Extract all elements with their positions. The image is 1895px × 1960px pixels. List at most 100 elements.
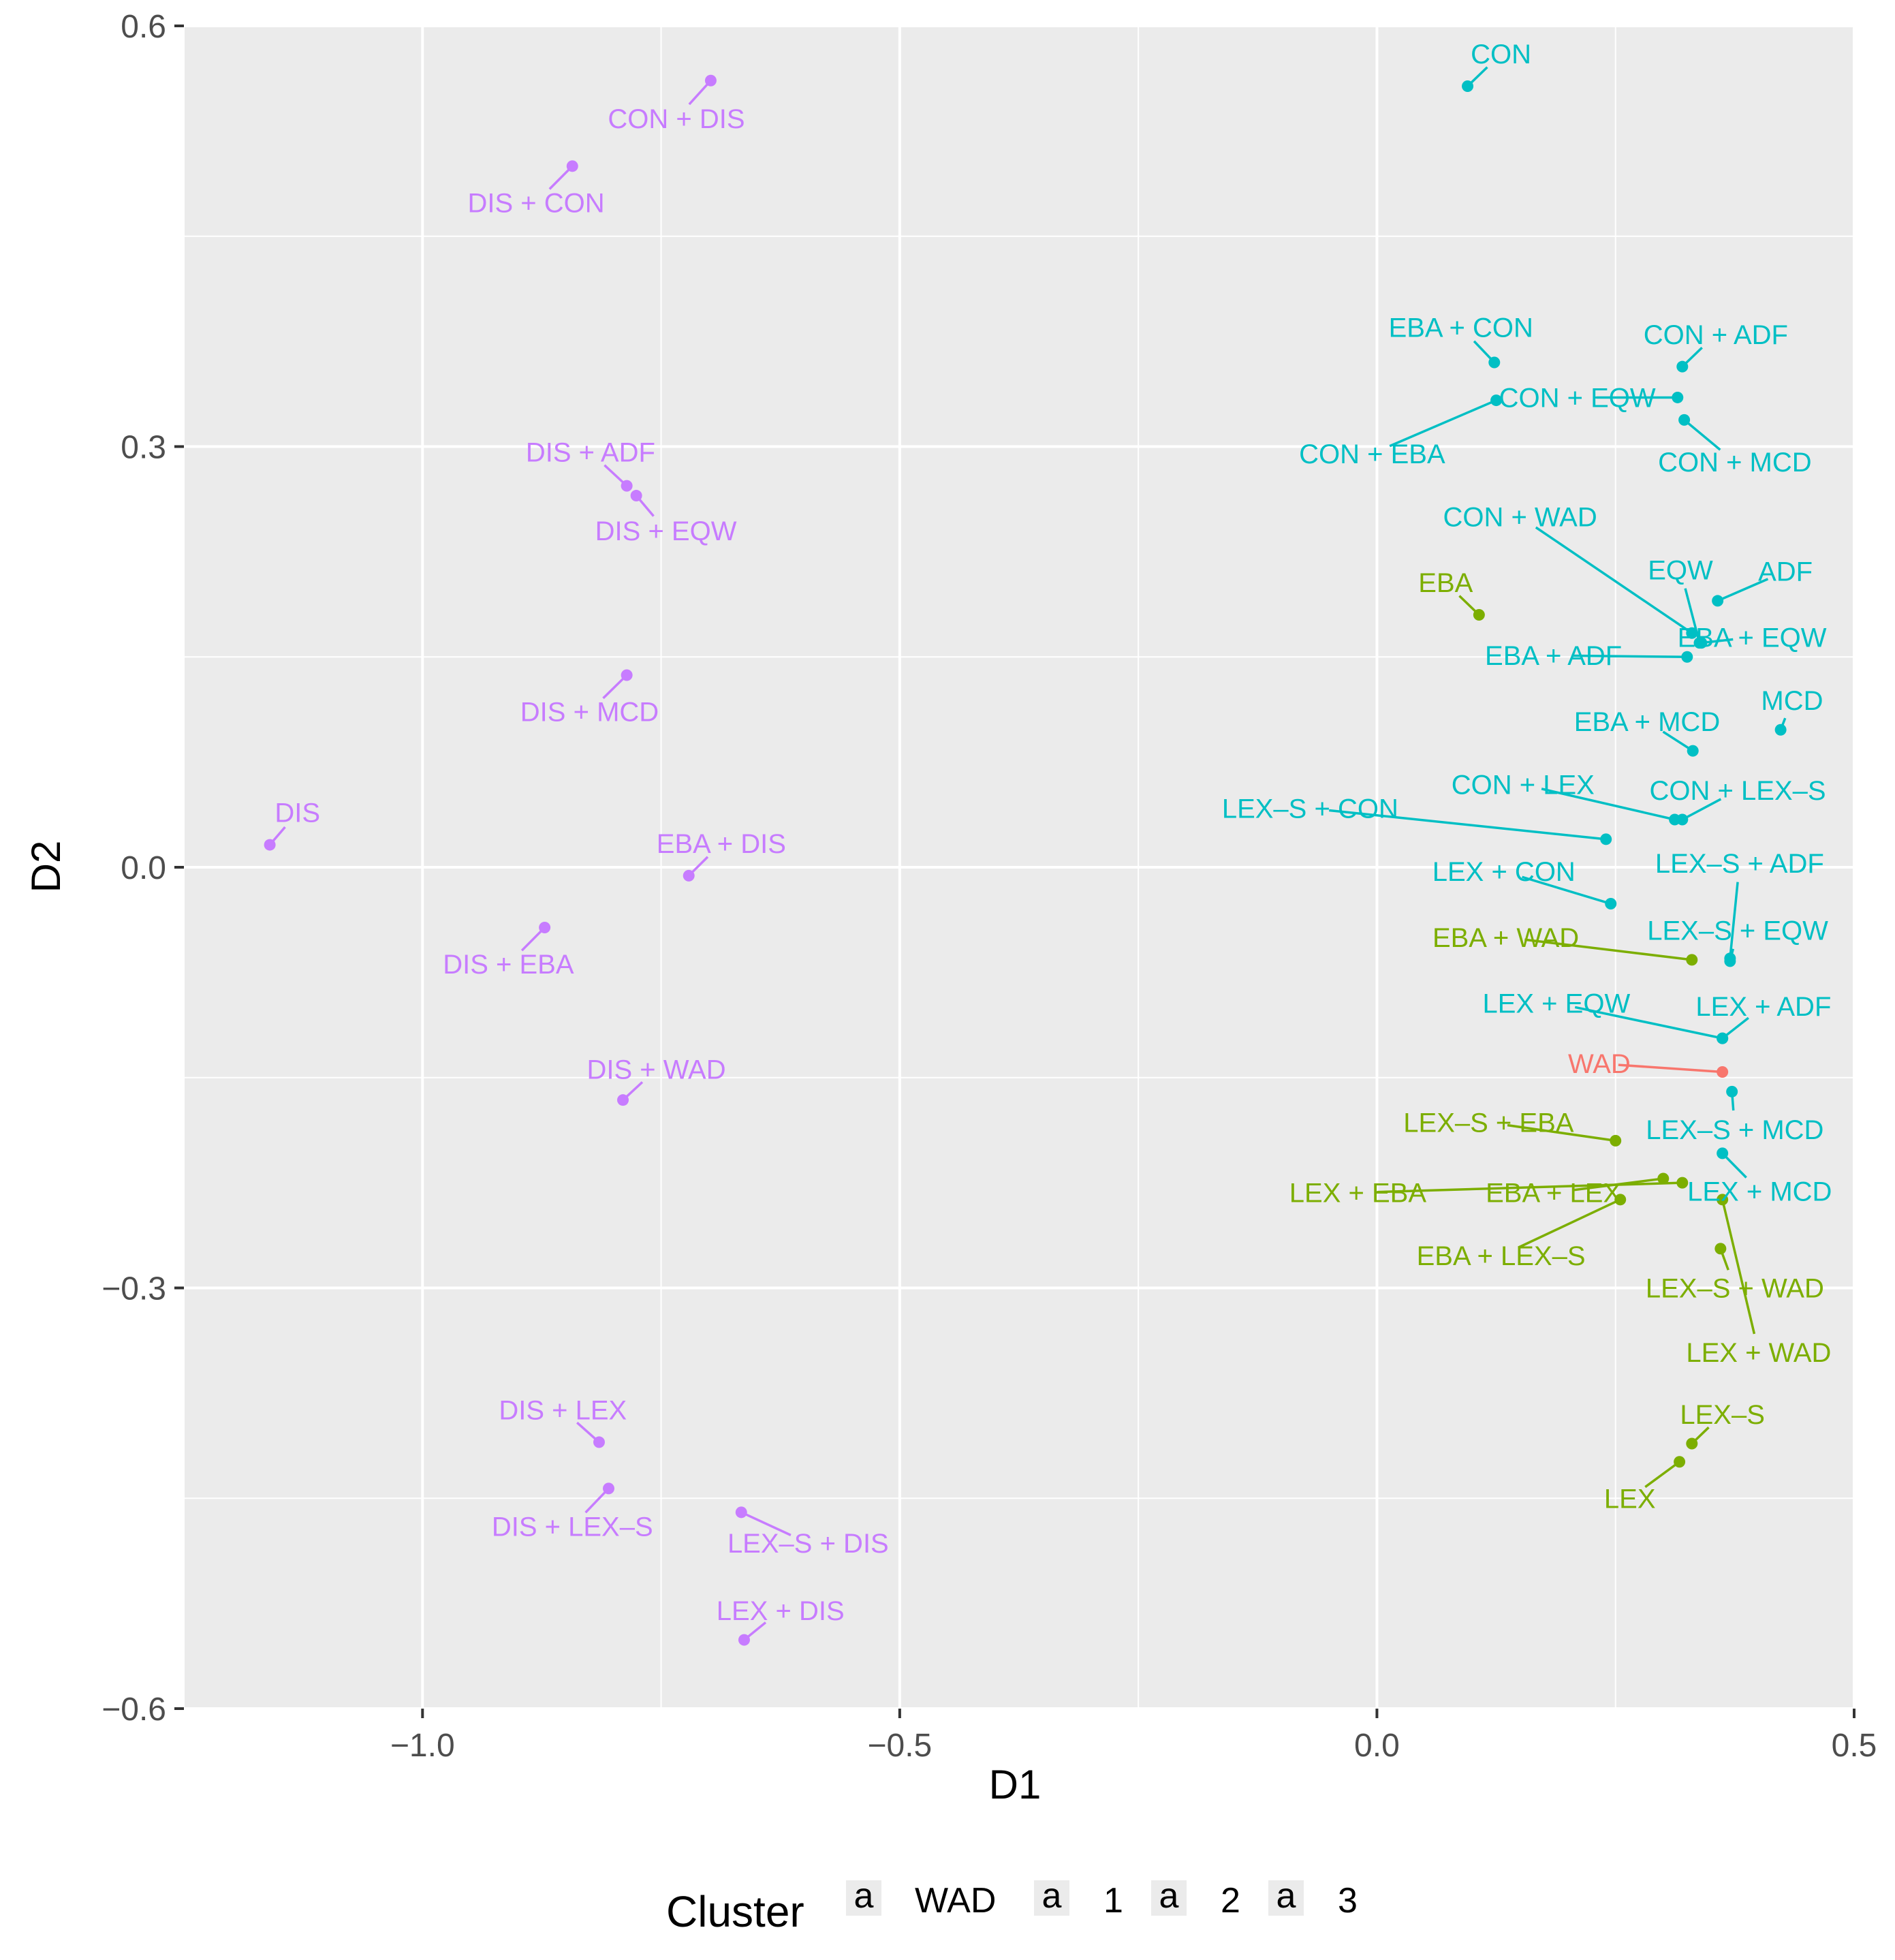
- leader-line: [1729, 882, 1739, 959]
- point-label: LEX + EQW: [1482, 989, 1630, 1019]
- leader-line: [1329, 809, 1606, 841]
- data-point: [1614, 1194, 1627, 1206]
- data-point: [1490, 394, 1503, 407]
- data-point: [1717, 1194, 1729, 1206]
- point-label: LEX–S + EBA: [1403, 1108, 1573, 1138]
- leader-line: [740, 1511, 792, 1536]
- point-label: EBA + WAD: [1432, 923, 1579, 953]
- point-label: CON + MCD: [1658, 448, 1812, 478]
- point-label: CON + LEX: [1452, 771, 1595, 800]
- point-label: MCD: [1761, 686, 1823, 716]
- point-label: DIS + MCD: [520, 698, 659, 728]
- point-label: DIS + ADF: [526, 438, 655, 468]
- legend-key-glyph: a: [1042, 1876, 1062, 1916]
- point-label: EBA + CON: [1389, 313, 1533, 343]
- leader-line: [1618, 1063, 1723, 1074]
- leader-line: [1574, 1006, 1723, 1040]
- data-point: [566, 160, 578, 172]
- data-point: [1687, 745, 1699, 757]
- data-point: [617, 1094, 629, 1106]
- data-point: [735, 1506, 747, 1519]
- data-point: [683, 869, 695, 882]
- legend-key: [1034, 1880, 1069, 1916]
- data-point: [1714, 1243, 1727, 1255]
- point-label: CON + ADF: [1644, 320, 1788, 350]
- data-point: [1717, 1066, 1729, 1078]
- y-tick-label: 0.0: [121, 850, 166, 886]
- point-label: EBA + EQW: [1678, 623, 1827, 653]
- legend-key-glyph: a: [1277, 1876, 1296, 1916]
- data-point: [264, 839, 276, 851]
- legend-key: [1151, 1880, 1187, 1916]
- point-label: LEX + MCD: [1687, 1177, 1832, 1207]
- point-label: DIS + EQW: [595, 516, 737, 546]
- leader-line: [1572, 654, 1687, 658]
- data-point: [1681, 651, 1693, 663]
- data-point: [1774, 724, 1787, 736]
- y-tick-label: 0.3: [121, 430, 166, 466]
- data-point: [1676, 813, 1689, 826]
- data-point: [1672, 391, 1684, 403]
- major-gridlines: [184, 25, 1855, 1710]
- leader-line: [1518, 1198, 1621, 1249]
- legend-label: 3: [1338, 1881, 1358, 1920]
- data-point: [1686, 627, 1698, 639]
- data-point: [621, 669, 633, 681]
- legend-label: WAD: [915, 1881, 996, 1920]
- data-point: [1717, 1032, 1729, 1044]
- data-points: [264, 74, 1787, 1646]
- point-label: LEX + WAD: [1686, 1338, 1831, 1368]
- point-label: LEX + EBA: [1289, 1179, 1427, 1209]
- y-axis-title: D2: [23, 841, 69, 893]
- data-point: [1686, 954, 1698, 966]
- data-point: [1717, 1147, 1729, 1160]
- data-point: [704, 74, 717, 87]
- y-tick-label: 0.6: [121, 9, 166, 45]
- legend-key-glyph: a: [1159, 1876, 1179, 1916]
- data-point: [1605, 898, 1617, 910]
- point-label: EBA: [1418, 568, 1473, 598]
- point-label: CON + DIS: [608, 104, 745, 134]
- point-label: EBA + LEX: [1486, 1179, 1621, 1209]
- legend-key: [1268, 1880, 1304, 1916]
- data-point: [1712, 595, 1724, 607]
- data-point: [1674, 1456, 1686, 1468]
- leader-line: [1535, 526, 1693, 634]
- point-labels: CON EBA + CON CON + ADF CON + EQW CON + EBA C…: [275, 40, 1832, 1626]
- leader-line: [1541, 788, 1675, 821]
- x-tick-label: 0.0: [1354, 1728, 1400, 1764]
- legend-key: [846, 1880, 881, 1916]
- point-label: LEX–S: [1680, 1400, 1765, 1430]
- data-point: [1488, 356, 1501, 369]
- point-label: LEX–S + WAD: [1646, 1274, 1824, 1304]
- leader-line: [1717, 578, 1769, 602]
- data-point: [1462, 80, 1474, 93]
- point-label: EBA + ADF: [1485, 641, 1622, 671]
- point-label: EBA + LEX–S: [1417, 1241, 1586, 1271]
- data-point: [630, 490, 642, 502]
- point-label: DIS: [275, 798, 320, 828]
- x-axis-title: D1: [989, 1762, 1042, 1807]
- x-tick-label: 0.5: [1832, 1728, 1877, 1764]
- point-label: CON: [1471, 40, 1531, 69]
- point-label: LEX–S + CON: [1222, 794, 1398, 824]
- point-label: DIS + LEX–S: [492, 1512, 653, 1542]
- data-point: [539, 922, 551, 934]
- point-label: LEX + CON: [1432, 857, 1576, 887]
- data-point: [738, 1634, 750, 1646]
- point-label: CON + WAD: [1443, 502, 1597, 532]
- legend-label: 1: [1103, 1881, 1123, 1920]
- point-label: EBA + MCD: [1574, 707, 1721, 737]
- data-point: [1657, 1172, 1670, 1185]
- legend-title: Cluster: [666, 1887, 804, 1936]
- data-point: [1676, 360, 1689, 373]
- point-label: LEX + DIS: [717, 1596, 845, 1626]
- leader-line: [1389, 399, 1497, 448]
- leader-line: [1522, 875, 1612, 905]
- legend-label: 2: [1221, 1881, 1240, 1920]
- data-point: [1686, 1437, 1698, 1450]
- leader-line: [1681, 798, 1722, 821]
- point-label: CON + LEX–S: [1650, 776, 1826, 806]
- point-label: CON + EQW: [1499, 383, 1656, 413]
- point-label: LEX–S + ADF: [1655, 849, 1824, 879]
